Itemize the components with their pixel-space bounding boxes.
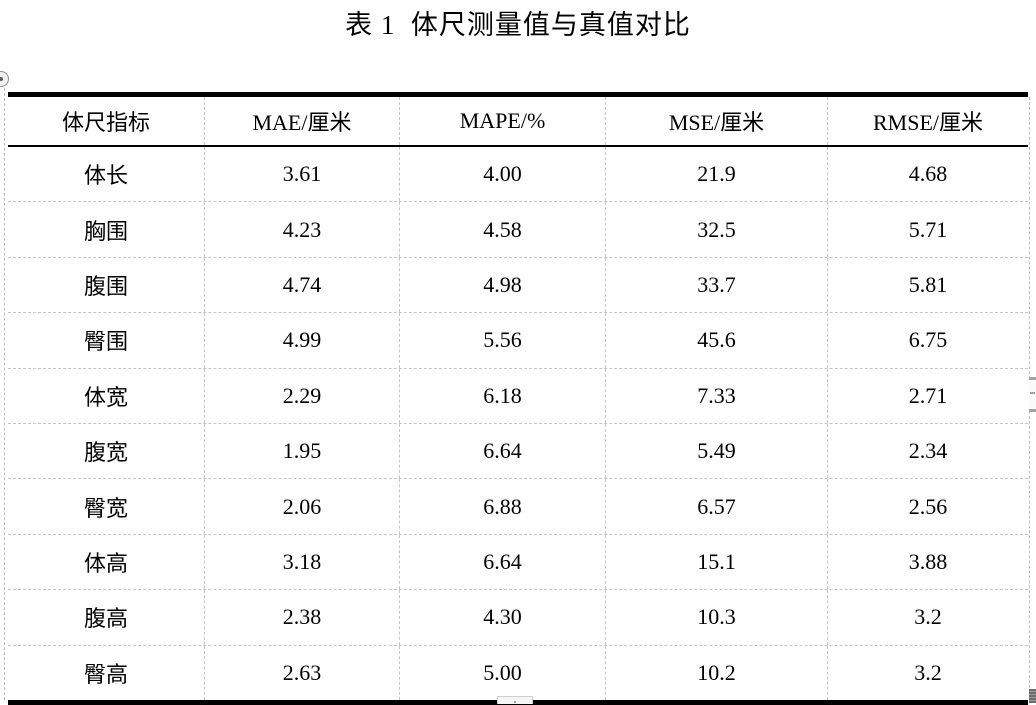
- row-label-cell: 臀围: [8, 313, 205, 368]
- value-cell: 7.33: [606, 368, 828, 423]
- table-row: 臀高 2.63 5.00 10.2 3.2: [8, 644, 1028, 700]
- value-cell: 3.2: [914, 604, 942, 630]
- row-label-cell: 体长: [8, 147, 205, 202]
- scrollbar-thumb-icon: [1030, 392, 1035, 394]
- header-cell-mape: MAPE/%: [400, 97, 606, 145]
- vertical-scrollbar-fragment[interactable]: [1029, 377, 1036, 412]
- value-cell: 6.64: [400, 534, 606, 590]
- table-row: 腹高 2.38 4.30 10.3 3.2: [8, 589, 1028, 645]
- header-cell-indicator: 体尺指标: [8, 97, 205, 145]
- value-cell: 5.71: [908, 216, 948, 242]
- table-caption: 表 1 体尺测量值与真值对比: [345, 10, 691, 40]
- value-cell: 2.63: [205, 645, 400, 700]
- value-cell: 2.56: [908, 493, 948, 519]
- measurement-table: 体尺指标 MAE/厘米 MAPE/% MSE/厘米 RMSE/厘米 体长 3.61…: [8, 92, 1028, 705]
- row-label-cell: 臀高: [8, 645, 205, 700]
- table-row: 腹围 4.74 4.98 33.7 5.81: [8, 256, 1028, 313]
- row-label-cell: 腹围: [8, 257, 205, 313]
- header-cell-mae: MAE/厘米: [205, 97, 400, 145]
- header-cell-mse: MSE/厘米: [606, 97, 828, 145]
- value-cell: 5.56: [400, 313, 606, 368]
- anchor-dot-icon: [0, 77, 3, 81]
- value-cell: 21.9: [606, 147, 828, 202]
- value-cell: 10.3: [606, 590, 828, 645]
- value-cell: 5.00: [400, 645, 606, 700]
- value-cell: 4.68: [908, 161, 948, 187]
- value-cell: 4.98: [400, 257, 606, 313]
- table-row: 臀围 4.99 5.56 45.6 6.75: [8, 312, 1028, 368]
- value-cell: 6.57: [606, 479, 828, 534]
- value-cell: 3.61: [205, 147, 400, 202]
- row-label-cell: 腹宽: [8, 423, 205, 479]
- table-resize-handle-icon[interactable]: [1029, 689, 1036, 703]
- row-label-cell: 腹高: [8, 590, 205, 645]
- header-cell-rmse: RMSE/厘米: [872, 110, 984, 135]
- value-cell: 4.00: [400, 147, 606, 202]
- value-cell: 4.30: [400, 590, 606, 645]
- value-cell: 3.18: [205, 534, 400, 590]
- table-row: 臀宽 2.06 6.88 6.57 2.56: [8, 478, 1028, 534]
- value-cell: 10.2: [606, 645, 828, 700]
- table-row: 体长 3.61 4.00 21.9 4.68: [8, 147, 1028, 202]
- table-row: 体宽 2.29 6.18 7.33 2.71: [8, 367, 1028, 423]
- value-cell: 4.74: [205, 257, 400, 313]
- value-cell: 2.71: [908, 382, 948, 408]
- table-row: 腹宽 1.95 6.64 5.49 2.34: [8, 422, 1028, 479]
- table-header-row: 体尺指标 MAE/厘米 MAPE/% MSE/厘米 RMSE/厘米: [8, 97, 1028, 147]
- value-cell: 1.95: [205, 423, 400, 479]
- value-cell: 4.99: [205, 313, 400, 368]
- value-cell: 6.64: [400, 423, 606, 479]
- value-cell: 4.58: [400, 202, 606, 257]
- value-cell: 2.38: [205, 590, 400, 645]
- value-cell: 6.88: [400, 479, 606, 534]
- row-label-cell: 胸围: [8, 202, 205, 257]
- row-label-cell: 体高: [8, 534, 205, 590]
- page-navigation-widget-fragment[interactable]: [497, 696, 533, 704]
- value-cell: 4.23: [205, 202, 400, 257]
- value-cell: 5.49: [606, 423, 828, 479]
- value-cell: 32.5: [606, 202, 828, 257]
- value-cell: 6.18: [400, 368, 606, 423]
- table-row: 体高 3.18 6.64 15.1 3.88: [8, 533, 1028, 590]
- value-cell: 3.88: [908, 548, 948, 574]
- table-body: 体长 3.61 4.00 21.9 4.68 胸围 4.23 4.58 32.5 5.71 腹围 4.…: [8, 147, 1028, 700]
- value-cell: 15.1: [606, 534, 828, 590]
- value-cell: 3.2: [914, 659, 942, 685]
- value-cell: 2.29: [205, 368, 400, 423]
- text-boundary-left: [4, 88, 5, 700]
- table-top-border: [8, 92, 1028, 97]
- object-anchor-handle-icon[interactable]: [0, 71, 9, 87]
- value-cell: 5.81: [908, 271, 948, 297]
- widget-dot-icon: [514, 701, 516, 703]
- value-cell: 2.34: [908, 438, 948, 464]
- value-cell: 45.6: [606, 313, 828, 368]
- value-cell: 6.75: [908, 327, 948, 353]
- row-label-cell: 臀宽: [8, 479, 205, 534]
- value-cell: 33.7: [606, 257, 828, 313]
- value-cell: 2.06: [205, 479, 400, 534]
- table-row: 胸围 4.23 4.58 32.5 5.71: [8, 201, 1028, 257]
- row-label-cell: 体宽: [8, 368, 205, 423]
